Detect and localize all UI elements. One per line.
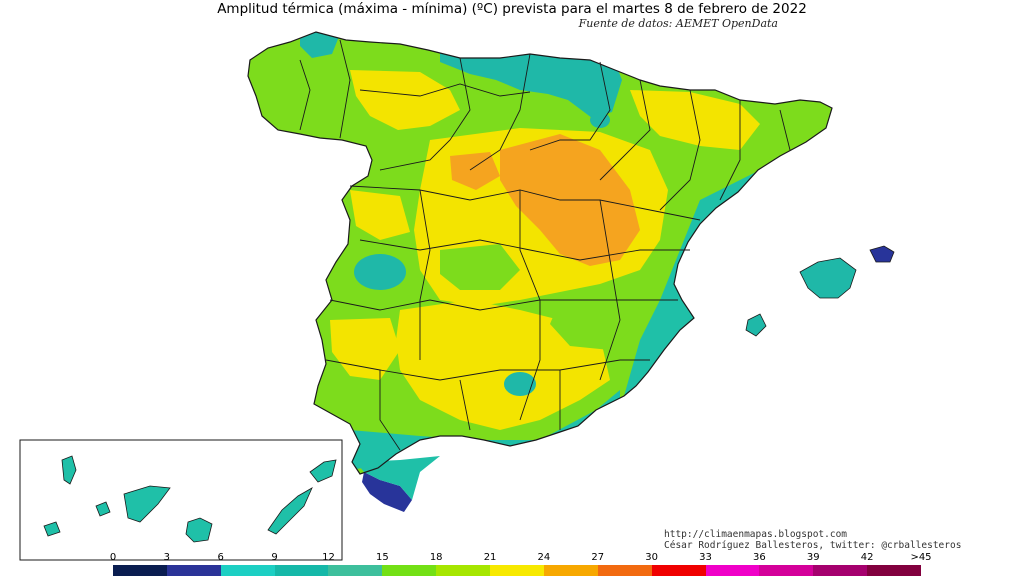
credits-author: César Rodríguez Ballesteros, twitter: @c…	[664, 540, 962, 551]
zone-teal-spot	[354, 254, 406, 290]
tenerife-island	[123, 485, 171, 523]
legend-color-band	[597, 565, 652, 576]
legend-tick-label: 0	[109, 552, 117, 563]
zone-castilla-yellow	[350, 70, 460, 130]
legend-color-band	[328, 565, 383, 576]
legend-color-band	[436, 565, 491, 576]
zone-guadiana-green	[440, 244, 520, 290]
legend-tick-label: 42	[860, 552, 874, 563]
la-palma-island	[61, 455, 77, 485]
zone-south-yellow	[396, 300, 610, 430]
credits: http://climaenmapas.blogspot.com César R…	[664, 529, 961, 551]
legend-color-band	[166, 565, 221, 576]
legend-tick-label: 15	[375, 552, 389, 563]
zone-cadiz-teal	[356, 456, 440, 500]
fuerteventura-island	[267, 487, 313, 535]
legend-color-band	[220, 565, 275, 576]
legend-color-band	[651, 565, 706, 576]
legend-color-band	[705, 565, 760, 576]
legend-color-band	[543, 565, 598, 576]
credits-url: http://climaenmapas.blogspot.com	[664, 529, 848, 540]
zone-ne-orange	[450, 152, 500, 190]
la-gomera-island	[95, 501, 111, 517]
zone-west-yellow	[350, 190, 410, 240]
legend-tick-label: 24	[537, 552, 551, 563]
legend-tick-label: 30	[645, 552, 659, 563]
legend-tick-label: >45	[910, 552, 932, 563]
zone-ebro-yellow	[630, 90, 760, 150]
legend-tick-label: 9	[271, 552, 278, 563]
zone-extremadura-yellow	[330, 318, 400, 380]
legend-color-band	[759, 565, 814, 576]
legend-color-band	[813, 565, 868, 576]
gran-canaria-island	[185, 517, 213, 543]
color-scale-legend: 0 3 6 9 12 15 18 21 24 27 30 33 36 39 42 >45	[109, 552, 932, 576]
ibiza-island	[745, 313, 767, 337]
zone-teal-spot	[504, 372, 536, 396]
legend-tick-label: 3	[163, 552, 171, 563]
legend-color-band	[867, 565, 921, 576]
legend-tick-label: 27	[591, 552, 605, 563]
legend-color-band	[274, 565, 329, 576]
zone-tajo-green	[550, 300, 630, 350]
legend-tick-label: 12	[322, 552, 335, 563]
legend-color-band	[113, 565, 167, 576]
zone-cadiz-blue	[362, 472, 412, 512]
legend-tick-label: 39	[806, 552, 820, 563]
legend-tick-label: 21	[483, 552, 497, 563]
province-borders	[247, 31, 833, 475]
legend-tick-label: 6	[217, 552, 224, 563]
mallorca-island	[799, 257, 857, 299]
zone-galicia-teal	[300, 32, 340, 58]
lanzarote-island	[309, 459, 337, 483]
el-hierro-island	[43, 521, 61, 537]
canary-islands-inset-frame	[19, 439, 343, 561]
data-source-label: Fuente de datos: AEMET OpenData	[578, 17, 778, 30]
legend-color-band	[490, 565, 544, 576]
menorca-island	[869, 245, 895, 263]
legend-tick-label: 36	[753, 552, 766, 563]
legend-tick-label: 33	[699, 552, 712, 563]
zone-teal-spot	[590, 112, 610, 128]
legend-tick-label: 18	[429, 552, 443, 563]
legend-color-band	[382, 565, 437, 576]
map-title: Amplitud térmica (máxima - mínima) (ºC) …	[217, 1, 807, 17]
canary-islands	[43, 455, 337, 543]
